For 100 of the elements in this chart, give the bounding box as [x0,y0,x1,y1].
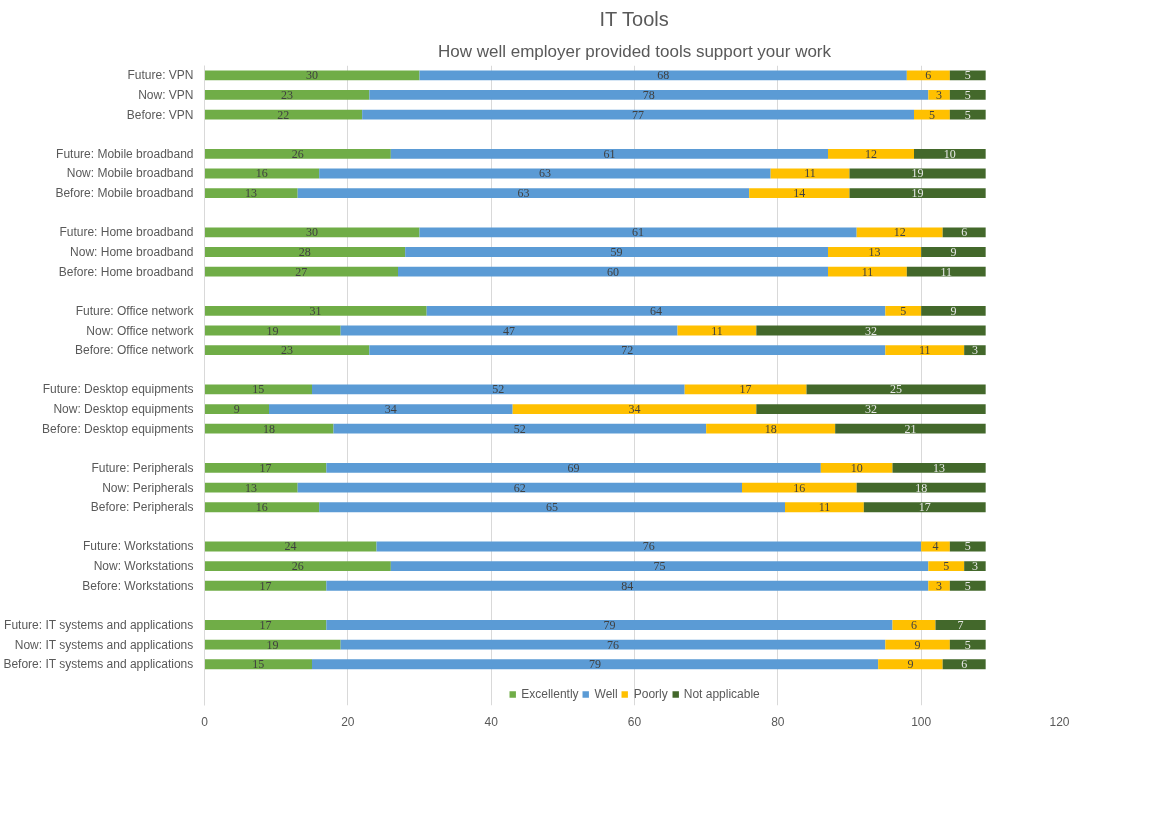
data-label: 12 [865,146,877,161]
data-label: 17 [739,382,752,397]
y-tick-label: Future: Desktop equipments [42,382,194,397]
data-label: 59 [610,245,623,259]
data-label: 34 [628,402,641,417]
data-label: 11 [861,264,874,279]
data-label: 5 [964,637,971,652]
data-label: 6 [961,225,968,240]
bar [921,305,986,316]
bar [369,345,886,356]
bar [964,561,986,572]
x-tick-label: 0 [201,714,209,729]
y-tick-label: Now: VPN [138,87,194,102]
bar [398,266,828,277]
bar [885,305,922,316]
data-label: 16 [793,480,806,495]
y-tick-label: Future: Peripherals [91,460,194,475]
x-tick-label: 80 [771,714,785,729]
legend-label: Well [594,687,618,701]
bar [204,148,391,159]
bar [204,90,370,100]
data-label: 61 [603,146,616,161]
data-label: 30 [306,225,318,240]
legend-label: Not applicable [683,687,760,701]
bar [312,659,879,670]
bar [906,70,950,81]
bar [204,620,327,630]
data-label: 3 [936,578,943,593]
bar [426,305,886,316]
y-tick-label: Now: Peripherals [102,480,194,495]
bar [204,659,312,670]
chart-title: IT Tools [599,7,669,30]
bar [204,423,334,434]
data-label: 19 [266,323,279,338]
y-tick-label: Future: Mobile broadband [56,146,194,161]
y-tick-label: Before: Office network [75,343,195,358]
bar [369,90,929,100]
bar [204,463,327,473]
bar [326,620,893,630]
data-label: 64 [650,303,662,318]
data-label: 22 [277,107,290,122]
data-label: 19 [911,166,924,181]
bar [419,70,907,81]
bar [942,659,986,670]
bar [878,659,943,670]
data-label: 84 [621,578,634,593]
data-label: 18 [764,421,777,436]
y-tick-label: Now: IT systems and applications [14,637,194,652]
bar [949,70,986,81]
bar [820,463,893,473]
bar [204,561,391,572]
bar [749,188,850,199]
y-tick-label: Now: Workstations [93,559,194,574]
data-label: 9 [950,303,957,318]
y-tick-label: Before: Home broadband [58,264,194,279]
y-tick-label: Future: VPN [127,68,194,83]
bar [828,247,922,257]
bar [928,580,950,591]
data-label: 6 [925,68,932,83]
bar [204,227,420,238]
x-tick-label: 20 [341,714,355,729]
bar [340,325,678,336]
data-label: 11 [711,323,723,338]
data-label: 6 [961,657,968,672]
bar [326,580,929,591]
data-label: 5 [964,107,971,122]
data-label: 16 [255,166,268,181]
data-label: 3 [936,87,943,102]
data-label: 79 [603,618,616,633]
bar [204,580,327,591]
bar [419,227,857,238]
data-label: 26 [291,559,304,574]
bar [319,502,785,513]
x-tick-label: 120 [1049,714,1070,729]
bar [376,541,922,552]
y-tick-label: Now: Home broadband [70,245,194,259]
data-label: 63 [517,186,530,201]
data-label: 62 [513,480,526,495]
x-tick-label: 60 [627,714,642,729]
y-tick-label: Future: IT systems and applications [4,618,194,633]
bar [204,404,269,414]
data-label: 72 [621,343,634,358]
bar [512,404,757,414]
bar [204,305,427,316]
data-label: 19 [266,637,279,652]
data-label: 11 [940,264,953,279]
y-tick-label: Before: VPN [126,107,194,122]
data-label: 17 [259,618,272,633]
data-label: 5 [928,107,935,122]
bar [935,620,986,630]
data-label: 5 [964,87,971,102]
data-label: 17 [259,578,272,593]
data-label: 11 [818,500,831,515]
bar [204,639,341,650]
y-tick-label: Before: Workstations [82,578,194,593]
bar [892,620,936,630]
data-label: 13 [868,245,881,259]
data-label: 31 [309,303,322,318]
data-label: 10 [943,146,956,161]
legend-label: Excellently [521,687,579,701]
